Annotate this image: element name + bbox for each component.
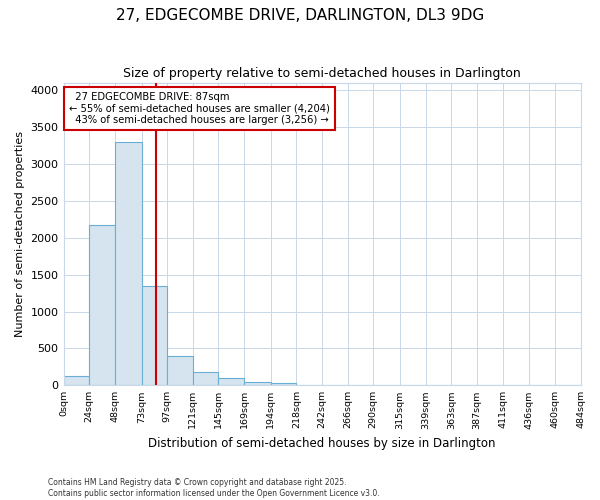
Bar bbox=[271, 383, 296, 386]
Text: 27, EDGECOMBE DRIVE, DARLINGTON, DL3 9DG: 27, EDGECOMBE DRIVE, DARLINGTON, DL3 9DG bbox=[116, 8, 484, 22]
Bar bbox=[142, 286, 167, 386]
Bar bbox=[115, 142, 142, 386]
Title: Size of property relative to semi-detached houses in Darlington: Size of property relative to semi-detach… bbox=[123, 68, 521, 80]
Text: 27 EDGECOMBE DRIVE: 87sqm
← 55% of semi-detached houses are smaller (4,204)
  43: 27 EDGECOMBE DRIVE: 87sqm ← 55% of semi-… bbox=[69, 92, 330, 125]
Bar bbox=[244, 382, 271, 386]
Bar bbox=[218, 378, 244, 386]
Text: Contains HM Land Registry data © Crown copyright and database right 2025.
Contai: Contains HM Land Registry data © Crown c… bbox=[48, 478, 380, 498]
Y-axis label: Number of semi-detached properties: Number of semi-detached properties bbox=[15, 131, 25, 337]
X-axis label: Distribution of semi-detached houses by size in Darlington: Distribution of semi-detached houses by … bbox=[148, 437, 496, 450]
Bar bbox=[193, 372, 218, 386]
Bar bbox=[64, 376, 89, 386]
Bar bbox=[167, 356, 193, 386]
Bar bbox=[89, 226, 115, 386]
